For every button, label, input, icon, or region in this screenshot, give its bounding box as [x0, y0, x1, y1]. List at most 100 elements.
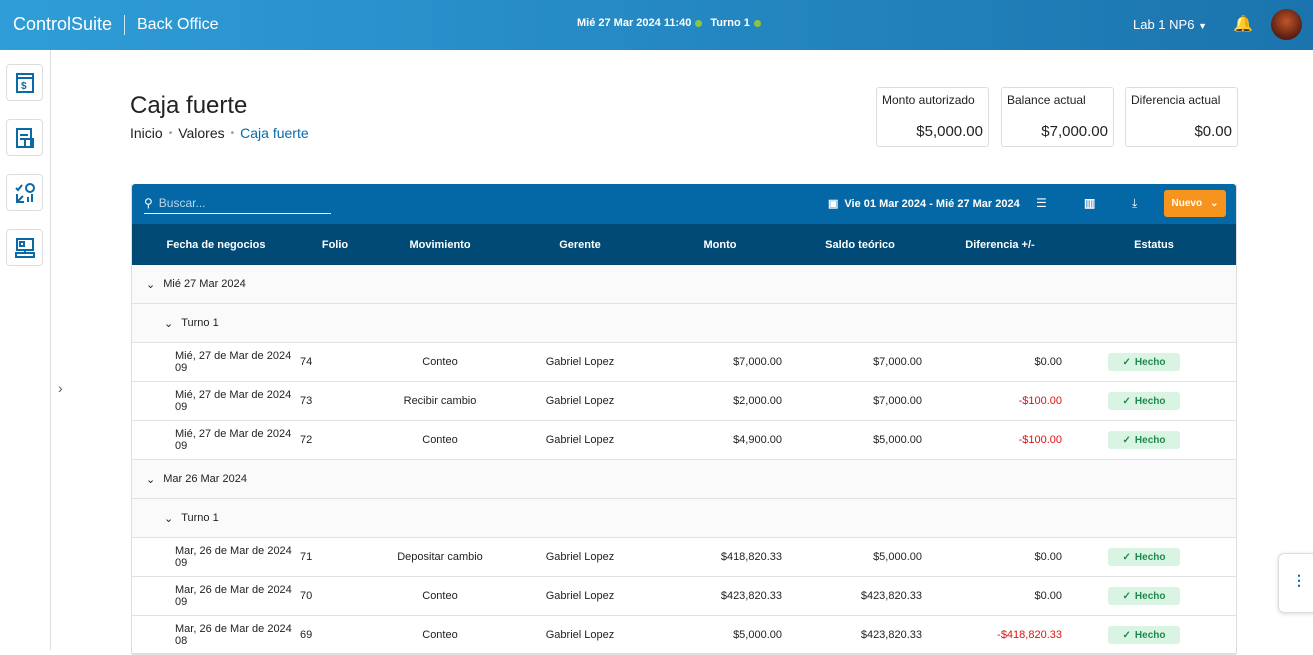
cell-fecha: Mar, 26 de Mar de 2024 09 [175, 584, 292, 608]
cell-estatus: ✓ Hecho [1070, 392, 1238, 410]
table-row[interactable]: Mar, 26 de Mar de 2024 09 71 Depositar cam… [132, 538, 1236, 577]
sidebar-item-reports[interactable] [6, 119, 43, 156]
card-balance-actual: Balance actual $7,000.00 [1001, 87, 1114, 147]
top-bar: ControlSuite Back Office Mié 27 Mar 2024… [0, 0, 1313, 50]
status-badge: ✓ Hecho [1108, 548, 1180, 566]
cell-estatus: ✓ Hecho [1070, 431, 1238, 449]
pos-terminal-icon [14, 237, 35, 258]
cell-diferencia: $0.00 [1034, 356, 1062, 368]
search-placeholder: Buscar... [158, 195, 206, 210]
cell-monto: $418,820.33 [720, 551, 782, 563]
cell-saldo: $423,820.33 [860, 590, 922, 602]
table-row[interactable]: Mié, 27 de Mar de 2024 09 74 Conteo Gabriel… [132, 343, 1236, 382]
cell-saldo: $423,820.33 [860, 629, 922, 641]
cell-fecha: Mar, 26 de Mar de 2024 08 [175, 623, 292, 647]
cell-movimiento: Conteo [422, 590, 458, 602]
col-folio[interactable]: Folio [321, 238, 349, 251]
avatar[interactable] [1271, 9, 1302, 40]
location-label: Lab 1 NP6 [1133, 17, 1195, 32]
col-movimiento[interactable]: Movimiento [409, 238, 471, 251]
bell-icon[interactable]: 🔔 [1233, 16, 1253, 33]
group-label: Mar 26 Mar 2024 [163, 473, 247, 485]
cell-diferencia: -$418,820.33 [997, 629, 1062, 641]
status-badge: ✓ Hecho [1108, 353, 1180, 371]
cell-fecha: Mié, 27 de Mar de 2024 09 [175, 389, 292, 413]
cell-fecha: Mié, 27 de Mar de 2024 09 [175, 350, 292, 374]
check-circle-icon: ✓ [1122, 590, 1131, 602]
check-circle-icon: ✓ [1122, 434, 1131, 446]
more-options-button[interactable]: ⋮ [1278, 553, 1313, 613]
sidebar-item-analytics[interactable] [6, 174, 43, 211]
chevron-down-icon: ⌄ [1210, 198, 1219, 209]
new-button[interactable]: Nuevo ⌄ [1164, 190, 1226, 217]
date-range-label: Vie 01 Mar 2024 - Mié 27 Mar 2024 [844, 197, 1020, 210]
status-badge: ✓ Hecho [1108, 587, 1180, 605]
breadcrumb-inicio[interactable]: Inicio [130, 125, 163, 141]
col-fecha[interactable]: Fecha de negocios [166, 238, 266, 251]
table-body: ⌄ Mié 27 Mar 2024 ⌄ Turno 1 Mié, 27 de Mar d… [132, 265, 1236, 655]
chevron-down-icon: ⌄ [146, 278, 156, 291]
chart-icon [14, 182, 35, 203]
cell-folio: 74 [300, 356, 313, 368]
group-row-shift[interactable]: ⌄ Turno 1 [132, 304, 1236, 343]
col-saldo[interactable]: Saldo teórico [825, 238, 895, 251]
cell-gerente: Gabriel Lopez [545, 629, 615, 641]
table-row[interactable]: Mié, 27 de Mar de 2024 09 73 Recibir cambi… [132, 382, 1236, 421]
status-label: Hecho [1134, 395, 1166, 407]
cell-diferencia: -$100.00 [1018, 395, 1062, 407]
cell-movimiento: Conteo [422, 629, 458, 641]
table-row[interactable]: Mié, 27 de Mar de 2024 09 72 Conteo Gabriel… [132, 421, 1236, 460]
cell-gerente: Gabriel Lopez [545, 434, 615, 446]
cell-estatus: ✓ Hecho [1070, 587, 1238, 605]
document-icon [15, 127, 34, 148]
brand-logo[interactable]: ControlSuite [13, 14, 113, 34]
download-icon[interactable]: ⤓ [1132, 196, 1138, 210]
app-name: Back Office [137, 16, 219, 33]
group-row-day[interactable]: ⌄ Mar 26 Mar 2024 [132, 460, 1236, 499]
cell-folio: 71 [300, 551, 313, 563]
cell-movimiento: Recibir cambio [403, 395, 477, 407]
cell-saldo: $7,000.00 [873, 395, 922, 407]
cell-movimiento: Conteo [422, 434, 458, 446]
sidebar-item-terminal[interactable] [6, 229, 43, 266]
card-label: Balance actual [1007, 93, 1086, 107]
breadcrumb-current: Caja fuerte [240, 125, 309, 141]
filter-icon[interactable]: ☰ [1036, 196, 1047, 210]
cell-folio: 72 [300, 434, 313, 446]
shift: Turno 1 [710, 17, 750, 29]
cell-monto: $7,000.00 [733, 356, 782, 368]
table-row[interactable]: Mar, 26 de Mar de 2024 08 69 Conteo Gabriel… [132, 616, 1236, 655]
cell-saldo: $7,000.00 [873, 356, 922, 368]
status-dot [695, 19, 703, 27]
sidebar-item-safe[interactable]: $ [6, 64, 43, 101]
col-monto[interactable]: Monto [703, 238, 737, 251]
check-circle-icon: ✓ [1122, 395, 1131, 407]
breadcrumb: Inicio • Valores • Caja fuerte [130, 125, 309, 141]
status-label: Hecho [1134, 629, 1166, 641]
cell-saldo: $5,000.00 [873, 551, 922, 563]
col-gerente[interactable]: Gerente [559, 238, 601, 251]
col-estatus[interactable]: Estatus [1134, 238, 1174, 251]
breadcrumb-valores[interactable]: Valores [178, 125, 225, 141]
cell-diferencia: $0.00 [1034, 590, 1062, 602]
cell-saldo: $5,000.00 [873, 434, 922, 446]
columns-icon[interactable]: ▥ [1084, 196, 1096, 210]
cell-fecha: Mar, 26 de Mar de 2024 09 [175, 545, 292, 569]
chevron-down-icon: ⌄ [164, 317, 174, 330]
search-icon: ⚲ [144, 195, 153, 210]
table-row[interactable]: Mar, 26 de Mar de 2024 09 70 Conteo Gabriel… [132, 577, 1236, 616]
status-label: Hecho [1134, 356, 1166, 368]
cell-monto: $423,820.33 [720, 590, 782, 602]
cell-diferencia: $0.00 [1034, 551, 1062, 563]
group-row-day[interactable]: ⌄ Mié 27 Mar 2024 [132, 265, 1236, 304]
check-circle-icon: ✓ [1122, 551, 1131, 563]
group-row-shift[interactable]: ⌄ Turno 1 [132, 499, 1236, 538]
location-selector[interactable]: Lab 1 NP6 ▼ [1133, 17, 1207, 32]
col-diferencia[interactable]: Diferencia +/- [965, 238, 1035, 251]
date-range-picker[interactable]: ▣ Vie 01 Mar 2024 - Mié 27 Mar 2024 [828, 197, 1020, 211]
search-input[interactable]: ⚲ Buscar... [144, 192, 331, 214]
expand-sidebar-icon[interactable]: › [58, 380, 63, 396]
cell-gerente: Gabriel Lopez [545, 395, 615, 407]
card-diferencia-actual: Diferencia actual $0.00 [1125, 87, 1238, 147]
card-value: $7,000.00 [1041, 123, 1108, 140]
